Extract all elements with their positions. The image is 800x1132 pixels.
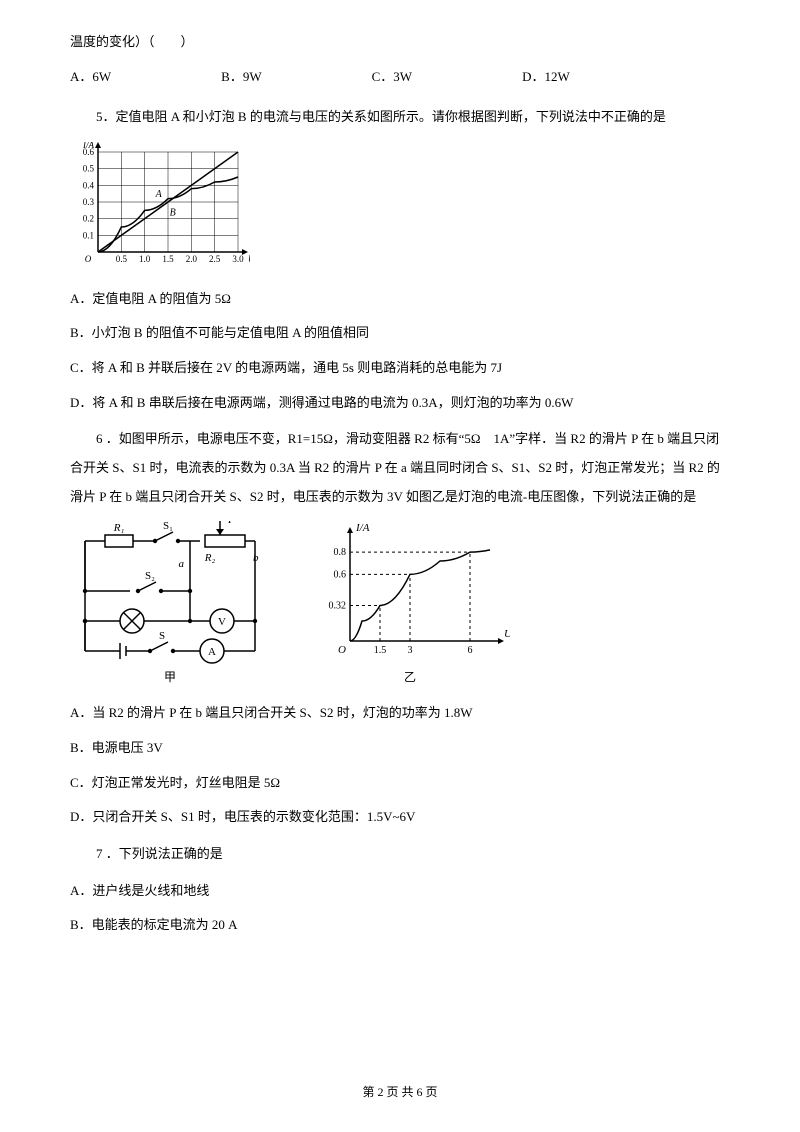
svg-text:2.0: 2.0 xyxy=(186,254,198,264)
svg-text:0.32: 0.32 xyxy=(329,601,347,612)
svg-text:O: O xyxy=(85,254,92,264)
q7-opt-b: B．电能表的标定电流为 20 A xyxy=(70,913,730,938)
svg-text:1.5: 1.5 xyxy=(162,254,174,264)
svg-text:0.8: 0.8 xyxy=(334,547,347,558)
q4-opt-d: D．12W xyxy=(522,65,570,90)
svg-text:R₁: R₁ xyxy=(113,522,125,534)
svg-text:0.5: 0.5 xyxy=(83,164,95,174)
svg-text:a: a xyxy=(179,558,185,570)
q6-opt-c: C．灯泡正常发光时，灯丝电阻是 5Ω xyxy=(70,771,730,796)
q6-intro: 6 ．如图甲所示，电源电压不变，R1=15Ω，滑动变阻器 R2 标有“5Ω 1A… xyxy=(70,425,730,511)
q5-opt-a: A．定值电阻 A 的阻值为 5Ω xyxy=(70,287,730,312)
q5-intro: 5．定值电阻 A 和小灯泡 B 的电流与电压的关系如图所示。请你根据图判断，下列… xyxy=(70,103,730,132)
svg-text:B: B xyxy=(170,207,176,218)
q7-opt-a: A．进户线是火线和地线 xyxy=(70,879,730,904)
svg-text:S: S xyxy=(159,630,165,642)
q6-opt-a: A．当 R2 的滑片 P 在 b 端且只闭合开关 S、S2 时，灯泡的功率为 1… xyxy=(70,701,730,726)
svg-text:V: V xyxy=(218,616,226,628)
svg-text:I/A: I/A xyxy=(82,142,94,150)
q4-opt-a: A．6W xyxy=(70,65,111,90)
q6-figures: R₁ S₁ a P R₂ b S₂ V S A 甲 I/A U/V O 1.5 0.32 3 0.6 6 0.8 乙 xyxy=(70,521,730,691)
page-footer: 第 2 页 共 6 页 xyxy=(0,1081,800,1104)
svg-text:A: A xyxy=(155,189,163,200)
svg-text:2.5: 2.5 xyxy=(209,254,221,264)
svg-text:0.1: 0.1 xyxy=(83,230,94,240)
svg-text:0.3: 0.3 xyxy=(83,197,95,207)
svg-text:I/A: I/A xyxy=(355,522,370,534)
svg-text:0.4: 0.4 xyxy=(83,180,95,190)
q6-graph: I/A U/V O 1.5 0.32 3 0.6 6 0.8 乙 xyxy=(310,521,510,691)
q6-circuit: R₁ S₁ a P R₂ b S₂ V S A 甲 xyxy=(70,521,270,691)
svg-text:1.0: 1.0 xyxy=(139,254,151,264)
svg-text:O: O xyxy=(338,644,346,656)
svg-text:0.2: 0.2 xyxy=(83,214,94,224)
q4-options: A．6W B．9W C．3W D．12W xyxy=(70,65,730,90)
svg-text:U/V: U/V xyxy=(248,254,250,264)
q6-opt-b: B．电源电压 3V xyxy=(70,736,730,761)
svg-text:甲: 甲 xyxy=(164,670,176,684)
q4-tail: 温度的变化）（ ） xyxy=(70,30,730,55)
svg-text:1.5: 1.5 xyxy=(374,645,387,656)
q4-opt-b: B．9W xyxy=(221,65,261,90)
q5-opt-c: C．将 A 和 B 并联后接在 2V 的电源两端，通电 5s 则电路消耗的总电能… xyxy=(70,356,730,381)
q5-graph: 0.51.01.52.02.53.00.10.20.30.40.50.6I/AU… xyxy=(70,142,250,272)
svg-text:3.0: 3.0 xyxy=(232,254,244,264)
svg-text:S₁: S₁ xyxy=(163,521,173,532)
svg-text:S₂: S₂ xyxy=(145,570,155,582)
svg-text:0.6: 0.6 xyxy=(334,570,347,581)
svg-text:乙: 乙 xyxy=(404,670,416,684)
svg-text:b: b xyxy=(253,552,259,564)
svg-text:6: 6 xyxy=(468,645,473,656)
svg-text:3: 3 xyxy=(408,645,413,656)
svg-text:U/V: U/V xyxy=(504,628,510,640)
q5-opt-b: B．小灯泡 B 的阻值不可能与定值电阻 A 的阻值相同 xyxy=(70,321,730,346)
svg-text:A: A xyxy=(208,646,216,658)
svg-text:P: P xyxy=(227,521,235,526)
q7-intro: 7 ．下列说法正确的是 xyxy=(70,840,730,869)
q5-opt-d: D．将 A 和 B 串联后接在电源两端，测得通过电路的电流为 0.3A，则灯泡的… xyxy=(70,391,730,416)
svg-text:0.5: 0.5 xyxy=(116,254,128,264)
q6-opt-d: D．只闭合开关 S、S1 时，电压表的示数变化范围：1.5V~6V xyxy=(70,805,730,830)
svg-text:R₂: R₂ xyxy=(204,552,216,564)
q4-opt-c: C．3W xyxy=(372,65,412,90)
